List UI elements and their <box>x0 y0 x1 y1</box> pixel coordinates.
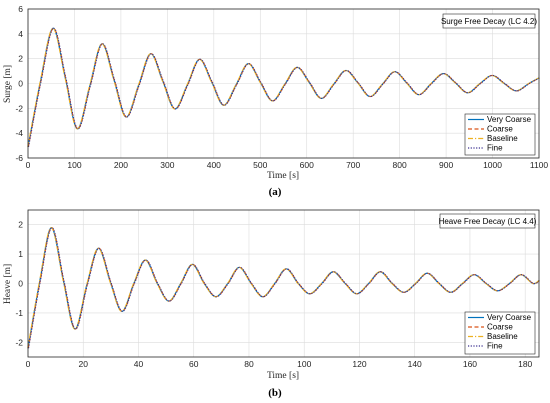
series-lines-b <box>27 227 540 349</box>
y-tick-label: -2 <box>15 337 23 347</box>
legend-label: Very Coarse <box>487 313 532 322</box>
tick-labels-a: 0 100 200 300 400 500 600 700 800 900 1000 1100 -6 -4… <box>15 4 548 170</box>
y-tick-label: -4 <box>15 128 23 138</box>
x-tick-label: 300 <box>160 160 174 170</box>
panel-a: 0 100 200 300 400 500 600 700 800 900 1000 1100 -6 -4… <box>3 4 548 198</box>
axes-frame-a <box>27 8 540 159</box>
x-tick-label: 500 <box>253 160 267 170</box>
x-tick-label: 60 <box>189 359 199 369</box>
y-tick-label: 1 <box>18 249 23 259</box>
y-tick-label: -6 <box>15 153 23 163</box>
series-line-fine <box>28 27 540 147</box>
legend-label: Baseline <box>487 332 518 341</box>
title-box-a: Surge Free Decay (LC 4.2) <box>441 13 537 29</box>
tick-labels-b: 0 20 40 60 80 100 120 140 160 180 -2 -1 0 1 2 <box>15 220 532 369</box>
x-tick-label: 40 <box>134 359 144 369</box>
x-tick-label: 400 <box>207 160 221 170</box>
x-tick-label: 1000 <box>483 160 502 170</box>
x-tick-label: 0 <box>26 160 31 170</box>
x-tick-label: 700 <box>346 160 360 170</box>
x-tick-label: 160 <box>463 359 477 369</box>
y-tick-label: 0 <box>18 79 23 89</box>
y-axis-label-a: Surge [m] <box>3 65 13 103</box>
y-tick-label: -2 <box>15 103 23 113</box>
legend-label: Fine <box>487 342 503 351</box>
x-tick-label: 0 <box>26 359 31 369</box>
series-line-fine <box>28 227 540 349</box>
chart-title-a: Surge Free Decay (LC 4.2) <box>441 17 537 26</box>
x-tick-label: 200 <box>114 160 128 170</box>
y-tick-label: 0 <box>18 279 23 289</box>
y-tick-label: 4 <box>18 29 23 39</box>
chart-title-b: Heave Free Decay (LC 4.4) <box>439 217 537 226</box>
x-tick-label: 100 <box>67 160 81 170</box>
series-line-baseline <box>27 27 539 147</box>
x-axis-label-b: Time [s] <box>267 371 299 381</box>
x-tick-label: 100 <box>297 359 311 369</box>
x-tick-label: 120 <box>352 359 366 369</box>
legend-label: Very Coarse <box>487 115 532 124</box>
x-tick-label: 800 <box>393 160 407 170</box>
legend-label: Baseline <box>487 134 518 143</box>
x-tick-label: 1100 <box>530 160 549 170</box>
series-lines-a <box>27 27 540 147</box>
caption-b: (b) <box>268 387 282 399</box>
y-tick-label: 2 <box>18 220 23 230</box>
x-tick-label: 20 <box>79 359 89 369</box>
series-line-coarse <box>27 227 540 349</box>
legend-label: Fine <box>487 144 503 153</box>
x-tick-label: 180 <box>518 359 532 369</box>
title-box-b: Heave Free Decay (LC 4.4) <box>439 213 537 229</box>
panel-b: 0 20 40 60 80 100 120 140 160 180 -2 -1 0 1 2 Heave Fr… <box>3 209 540 399</box>
caption-a: (a) <box>269 186 282 198</box>
y-tick-label: -1 <box>15 308 23 318</box>
x-tick-label: 80 <box>244 359 254 369</box>
x-tick-label: 600 <box>300 160 314 170</box>
x-tick-label: 140 <box>408 359 422 369</box>
axes-frame-b <box>27 209 540 358</box>
x-tick-label: 900 <box>439 160 453 170</box>
y-tick-label: 6 <box>18 4 23 14</box>
y-axis-label-b: Heave [m] <box>3 264 13 304</box>
legend-label: Coarse <box>487 125 513 134</box>
legend-label: Coarse <box>487 323 513 332</box>
x-axis-label-a: Time [s] <box>267 171 299 181</box>
y-tick-label: 2 <box>18 54 23 64</box>
